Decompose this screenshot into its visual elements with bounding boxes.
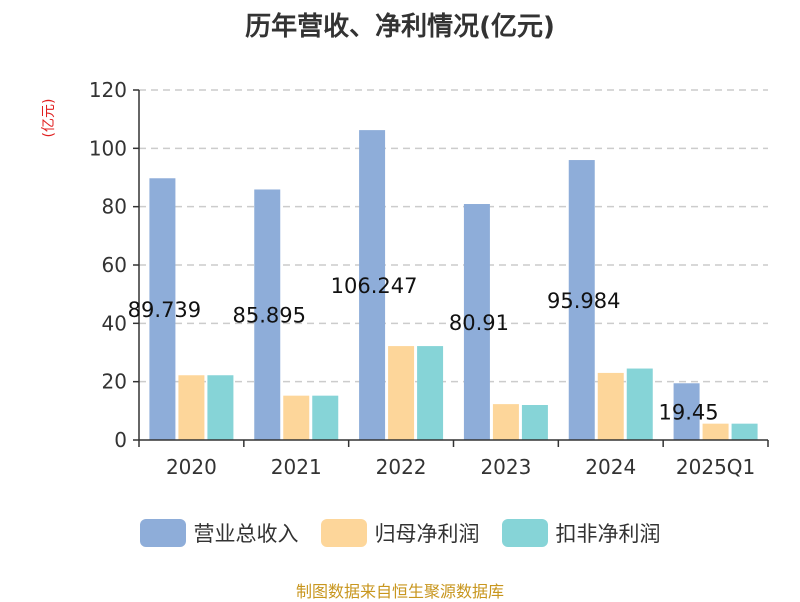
bar-deducted-net-profit[interactable] (731, 423, 758, 440)
bar-revenue[interactable] (149, 178, 176, 441)
bar-net-profit[interactable] (702, 423, 729, 440)
x-tick-label: 2021 (271, 455, 322, 479)
x-tick-label: 2022 (376, 455, 427, 479)
bar-revenue[interactable] (463, 204, 490, 440)
bar-net-profit[interactable] (388, 346, 415, 440)
data-label-revenue: 106.247 (331, 274, 418, 298)
y-tick-label: 40 (102, 311, 127, 335)
y-tick-label: 120 (89, 78, 127, 102)
y-tick-label: 0 (114, 428, 127, 452)
data-label-revenue: 89.739 (128, 298, 201, 322)
x-tick-label: 2025Q1 (676, 455, 755, 479)
bar-revenue[interactable] (254, 189, 281, 440)
bar-revenue[interactable] (673, 383, 700, 440)
bar-revenue[interactable] (359, 130, 386, 440)
data-label-revenue: 19.45 (659, 401, 719, 425)
legend: 营业总收入 归母净利润 扣非净利润 (0, 518, 800, 548)
legend-label-revenue: 营业总收入 (193, 522, 299, 546)
y-tick-label: 80 (102, 195, 127, 219)
legend-label-net-profit: 归母净利润 (374, 522, 480, 546)
y-tick-label: 20 (102, 370, 127, 394)
legend-label-deducted-net-profit: 扣非净利润 (555, 522, 661, 546)
legend-swatch-deducted-net-profit (501, 519, 548, 547)
bar-deducted-net-profit[interactable] (312, 395, 339, 440)
bar-deducted-net-profit[interactable] (207, 375, 234, 440)
bar-net-profit[interactable] (597, 372, 624, 440)
bar-deducted-net-profit[interactable] (626, 368, 653, 440)
x-tick-label: 2023 (480, 455, 531, 479)
x-tick-label: 2020 (166, 455, 217, 479)
chart-title: 历年营收、净利情况(亿元) (245, 12, 555, 42)
bar-deducted-net-profit[interactable] (417, 346, 444, 440)
y-tick-label: 100 (89, 136, 127, 160)
y-tick-label: 60 (102, 253, 127, 277)
legend-item-net-profit[interactable]: 归母净利润 (320, 518, 480, 548)
bar-deducted-net-profit[interactable] (521, 405, 548, 440)
legend-swatch-net-profit (320, 519, 367, 547)
legend-item-deducted-net-profit[interactable]: 扣非净利润 (501, 518, 661, 548)
source-credit: 制图数据来自恒生聚源数据库 (295, 582, 504, 601)
bar-net-profit[interactable] (178, 375, 205, 440)
data-label-revenue: 95.984 (547, 289, 620, 313)
x-tick-label: 2024 (585, 455, 636, 479)
legend-item-revenue[interactable]: 营业总收入 (139, 518, 299, 548)
data-label-revenue: 80.91 (449, 311, 509, 335)
data-label-revenue: 85.895 (233, 304, 306, 328)
bar-net-profit[interactable] (283, 395, 310, 440)
bar-net-profit[interactable] (492, 404, 519, 440)
bars (149, 130, 758, 441)
legend-swatch-revenue (139, 519, 186, 547)
bar-revenue[interactable] (568, 160, 595, 440)
axes: 0 20 40 60 80 100 120 2020 2021 2022 2023 2024 2025Q… (89, 78, 769, 479)
grid-lines (139, 89, 768, 383)
data-labels: 89.739 85.895 106.247 80.91 95.984 19.45 (128, 274, 719, 425)
